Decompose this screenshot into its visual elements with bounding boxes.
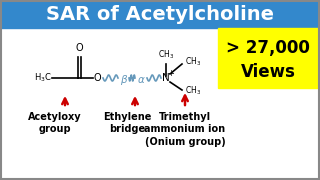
Text: Trimethyl
ammonium ion
(Onium group): Trimethyl ammonium ion (Onium group) <box>144 112 226 147</box>
Text: O: O <box>75 43 83 53</box>
Text: CH$_3$: CH$_3$ <box>185 85 201 97</box>
Text: O: O <box>93 73 101 83</box>
Text: CH$_3$: CH$_3$ <box>185 56 201 68</box>
Text: α: α <box>138 75 144 85</box>
Text: +: + <box>168 69 174 78</box>
Text: Ethylene
bridge: Ethylene bridge <box>103 112 151 134</box>
Text: CH$_3$: CH$_3$ <box>158 48 174 61</box>
Text: N: N <box>162 73 170 83</box>
Bar <box>0 0 320 28</box>
Text: Views: Views <box>241 63 295 81</box>
Text: β: β <box>120 75 126 85</box>
Text: > 27,000: > 27,000 <box>226 39 310 57</box>
Text: H$_3$C: H$_3$C <box>34 72 52 84</box>
Bar <box>218 28 318 88</box>
Text: Acetyloxy
group: Acetyloxy group <box>28 112 82 134</box>
Text: SAR of Acetylcholine: SAR of Acetylcholine <box>46 4 274 24</box>
